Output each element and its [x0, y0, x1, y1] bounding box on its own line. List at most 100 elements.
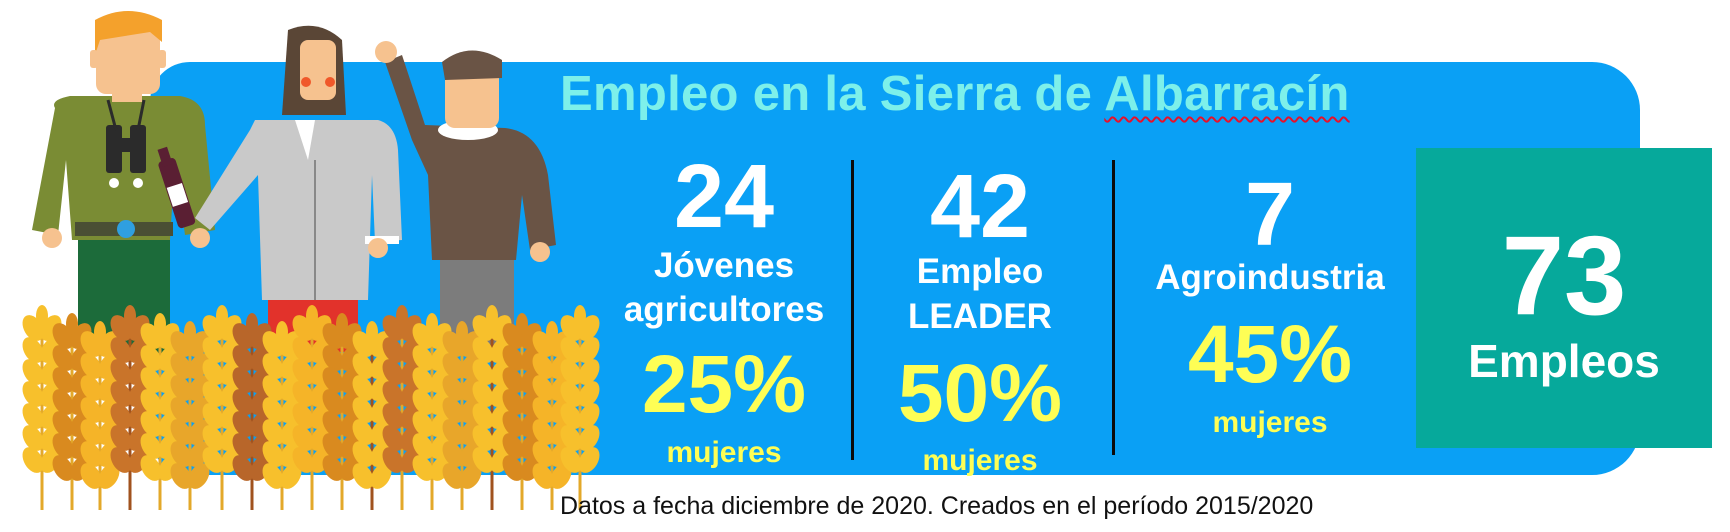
wheat-grain: [502, 455, 524, 481]
wheat-grain: [502, 411, 524, 437]
wheat-grain: [140, 389, 162, 415]
stat-percent: 45%: [1187, 309, 1353, 400]
wheat-grain: [472, 425, 494, 451]
wheat-grain: [52, 455, 74, 481]
stat-number: 42: [929, 157, 1031, 257]
wheat-grain: [532, 463, 554, 489]
wheat-grain: [460, 463, 482, 489]
wheat-grain: [382, 381, 404, 407]
wheat-grain: [560, 425, 582, 451]
wheat-grain: [80, 397, 102, 423]
wheat-grain: [382, 359, 404, 385]
wheat-grain: [560, 337, 582, 363]
stat-percent: 50%: [897, 348, 1063, 439]
wheat-grain: [578, 381, 600, 407]
wheat-grain: [202, 447, 224, 473]
title-prefix: Empleo en la Sierra de: [560, 67, 1105, 121]
wheat-grain: [80, 419, 102, 445]
wheat-grain: [502, 367, 524, 393]
wheat-grain: [232, 389, 254, 415]
wheat-grain: [280, 463, 302, 489]
wheat-grain: [262, 463, 284, 489]
wheat-grain: [532, 353, 554, 379]
wheat-grain: [52, 345, 74, 371]
wheat-grain: [502, 389, 524, 415]
wheat-grain: [532, 375, 554, 401]
wheat-grain: [110, 447, 132, 473]
wheat-grain: [232, 345, 254, 371]
wheat-grain: [22, 403, 44, 429]
wheat-grain: [442, 397, 464, 423]
wheat-grain: [322, 433, 344, 459]
wheat-grain: [292, 337, 314, 363]
wheat-grain: [110, 425, 132, 451]
wheat-grain: [532, 441, 554, 467]
wheat-grain: [22, 447, 44, 473]
wheat-grain: [232, 455, 254, 481]
wheat-tip: [456, 321, 468, 343]
total-number: 73: [1501, 213, 1627, 338]
wheat-grain: [560, 381, 582, 407]
wheat-grain: [382, 403, 404, 429]
wheat-grain: [322, 455, 344, 481]
wheat-grain: [352, 419, 374, 445]
stat-label-line2: LEADER: [908, 297, 1052, 336]
wheat-grain: [578, 359, 600, 385]
wheat-grain: [550, 463, 572, 489]
man-waving-icon: [375, 41, 556, 348]
wheat-grain: [560, 447, 582, 473]
wheat-grain: [560, 359, 582, 385]
wheat-tip: [216, 305, 228, 327]
wheat-grain: [578, 425, 600, 451]
wheat-grain: [262, 419, 284, 445]
wheat-grain: [202, 359, 224, 385]
stat-empleo-leader: 42 Empleo LEADER 50% mujeres: [870, 150, 1090, 476]
wheat-grain: [110, 359, 132, 385]
wheat-grain: [170, 353, 192, 379]
wheat-grain: [262, 353, 284, 379]
wheat-tip: [66, 313, 78, 335]
wheat-grain: [322, 345, 344, 371]
wheat-grain: [170, 419, 192, 445]
wheat-grain: [412, 433, 434, 459]
wheat-tip: [184, 321, 196, 343]
wheat-tip: [516, 313, 528, 335]
wheat-grain: [292, 447, 314, 473]
wheat-grain: [80, 353, 102, 379]
column-divider: [851, 160, 854, 460]
wheat-tip: [396, 305, 408, 327]
stat-label-line1: Agroindustria: [1155, 258, 1385, 297]
wheat-grain: [370, 463, 392, 489]
wheat-grain: [202, 337, 224, 363]
wheat-grain: [578, 447, 600, 473]
wheat-grain: [352, 397, 374, 423]
wheat-tip: [426, 313, 438, 335]
farmer-binoculars-icon: [32, 11, 215, 355]
wheat-grain: [110, 381, 132, 407]
wheat-grain: [292, 359, 314, 385]
wheat-grain: [322, 411, 344, 437]
footnote: Datos a fecha diciembre de 2020. Creados…: [560, 492, 1314, 520]
stat-percent-label: mujeres: [666, 436, 782, 469]
wheat-tip: [546, 321, 558, 343]
wheat-grain: [412, 455, 434, 481]
wheat-grain: [472, 337, 494, 363]
wheat-grain: [52, 367, 74, 393]
wheat-field-icon: [22, 305, 600, 510]
wheat-grain: [170, 463, 192, 489]
wheat-grain: [202, 425, 224, 451]
wheat-grain: [472, 359, 494, 385]
wheat-grain: [532, 397, 554, 423]
stat-percent: 25%: [641, 339, 807, 430]
wheat-tip: [306, 305, 318, 327]
wheat-grain: [52, 411, 74, 437]
stat-percent-label: mujeres: [1212, 406, 1328, 439]
wheat-grain: [560, 403, 582, 429]
wheat-grain: [170, 375, 192, 401]
wheat-grain: [382, 425, 404, 451]
wheat-grain: [292, 381, 314, 407]
wheat-grain: [98, 463, 120, 489]
wheat-grain: [232, 411, 254, 437]
wheat-tip: [276, 321, 288, 343]
wheat-grain: [262, 397, 284, 423]
